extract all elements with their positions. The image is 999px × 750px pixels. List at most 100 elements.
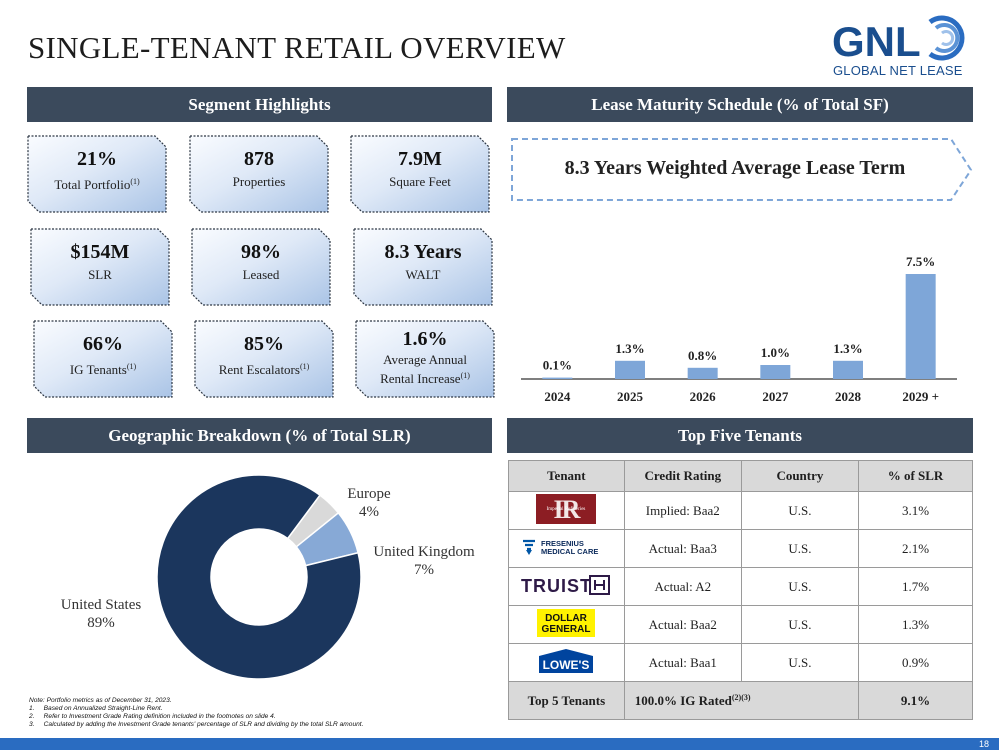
lowes-logo-text: LOWE'S bbox=[543, 658, 590, 672]
geo-label-uk-name: United Kingdom bbox=[373, 544, 475, 560]
footnote-line: 3. Calculated by adding the Investment G… bbox=[29, 721, 364, 728]
highlight-card: 85% Rent Escalators(1) bbox=[194, 320, 334, 398]
truist-logo: TRUIST bbox=[521, 574, 611, 596]
col-header-tenant: Tenant bbox=[508, 460, 625, 492]
tenant-logo-cell: IR Imperial Refineries bbox=[508, 491, 625, 530]
svg-text:DOLLAR: DOLLAR bbox=[546, 613, 588, 624]
imperial-refineries-logo-text: Imperial Refineries bbox=[547, 507, 586, 512]
highlight-value: 66% bbox=[83, 333, 123, 355]
geographic-breakdown-header: Geographic Breakdown (% of Total SLR) bbox=[27, 418, 492, 453]
imperial-refineries-logo: IR Imperial Refineries bbox=[536, 493, 597, 524]
top-tenants-table: Tenant Credit Rating Country % of SLR IR… bbox=[508, 460, 973, 720]
x-tick-label: 2029 + bbox=[902, 389, 939, 404]
highlight-card: 66% IG Tenants(1) bbox=[33, 320, 173, 398]
x-tick-label: 2026 bbox=[690, 389, 717, 404]
geo-label-us-name: United States bbox=[60, 597, 142, 613]
highlight-card: 21% Total Portfolio(1) bbox=[27, 135, 167, 213]
country-cell: U.S. bbox=[740, 529, 860, 568]
table-header-row: Tenant Credit Rating Country % of SLR bbox=[508, 460, 973, 492]
lowes-logo: LOWE'S bbox=[539, 648, 594, 673]
x-tick-label: 2025 bbox=[617, 389, 644, 404]
table-row: IR Imperial Refineries Implied: Baa2 U.S… bbox=[508, 491, 973, 530]
highlight-label: WALT bbox=[405, 267, 441, 282]
highlight-card: 878 Properties bbox=[189, 135, 329, 213]
slr-cell: 2.1% bbox=[858, 529, 973, 568]
geographic-donut-chart bbox=[156, 474, 362, 680]
country-cell: U.S. bbox=[740, 643, 860, 682]
bar-2024 bbox=[542, 377, 573, 379]
bar-2026 bbox=[687, 367, 718, 379]
slice-united-states bbox=[156, 474, 362, 680]
rating-cell: Actual: Baa3 bbox=[623, 529, 742, 568]
tenant-logo-cell: LOWE'S bbox=[508, 643, 625, 682]
col-header-slr: % of SLR bbox=[858, 460, 973, 492]
bar-2028 bbox=[833, 360, 863, 379]
bar-2029 bbox=[905, 274, 936, 379]
gnl-logo: GNL bbox=[832, 18, 921, 62]
highlight-label: IG Tenants(1) bbox=[69, 362, 137, 377]
highlight-card: 7.9M Square Feet bbox=[350, 135, 490, 213]
highlight-label: Average Annual Rental Increase(1) bbox=[380, 352, 470, 386]
highlight-value: 1.6% bbox=[402, 328, 448, 350]
total-rating-cell: 100.0% IG Rated(2)(3) bbox=[623, 681, 860, 720]
highlight-card: 1.6% Average Annual Rental Increase(1) bbox=[355, 320, 495, 398]
tenant-logo-cell: DOLLAR GENERAL bbox=[508, 605, 625, 644]
highlight-label: Rent Escalators(1) bbox=[218, 362, 310, 377]
bar-data-label: 0.8% bbox=[688, 348, 717, 363]
table-row: LOWE'S Actual: Baa1 U.S. 0.9% bbox=[508, 643, 973, 682]
svg-text:GENERAL: GENERAL bbox=[542, 624, 591, 635]
table-row: TRUIST Actual: A2 U.S. 1.7% bbox=[508, 567, 973, 606]
bar-data-label: 1.0% bbox=[761, 345, 790, 360]
top-five-tenants-header: Top Five Tenants bbox=[507, 418, 973, 453]
country-cell: U.S. bbox=[740, 605, 860, 644]
footnote-line: 1. Based on Annualized Straight-Line Ren… bbox=[29, 705, 163, 712]
svg-text:FRESENIUS: FRESENIUS bbox=[541, 539, 584, 548]
footnotes: Note: Portfolio metrics as of December 3… bbox=[29, 697, 363, 729]
dollar-general-logo: DOLLAR GENERAL bbox=[537, 608, 596, 637]
segment-highlights-header: Segment Highlights bbox=[27, 87, 492, 122]
highlight-value: 21% bbox=[77, 148, 117, 170]
geo-label-uk-value: 7% bbox=[414, 562, 434, 578]
highlight-value: 8.3 Years bbox=[384, 241, 462, 263]
geo-label-uk: United Kingdom 7% bbox=[365, 543, 483, 579]
col-header-credit-rating: Credit Rating bbox=[623, 460, 742, 492]
slr-cell: 3.1% bbox=[858, 491, 973, 530]
total-rating-footnote: (2)(3) bbox=[731, 692, 751, 702]
x-tick-label: 2027 bbox=[762, 389, 789, 404]
rating-cell: Actual: Baa1 bbox=[623, 643, 742, 682]
fresenius-logo: FRESENIUS MEDICAL CARE bbox=[523, 539, 599, 556]
country-cell: U.S. bbox=[740, 567, 860, 606]
bar-2025 bbox=[615, 360, 645, 379]
highlight-card: $154M SLR bbox=[30, 228, 170, 306]
bar-data-label: 0.1% bbox=[543, 358, 572, 373]
footnote-line: 2. Refer to Investment Grade Rating defi… bbox=[29, 713, 276, 720]
slr-cell: 0.9% bbox=[858, 643, 973, 682]
highlight-label: SLR bbox=[88, 267, 112, 282]
total-slr-cell: 9.1% bbox=[858, 681, 973, 720]
tenant-logo-cell: TRUIST bbox=[508, 567, 625, 606]
rating-cell: Actual: Baa2 bbox=[623, 605, 742, 644]
highlight-value: 98% bbox=[241, 241, 281, 263]
slr-cell: 1.3% bbox=[858, 605, 973, 644]
highlight-label: Total Portfolio(1) bbox=[54, 177, 140, 192]
lease-maturity-header: Lease Maturity Schedule (% of Total SF) bbox=[507, 87, 973, 122]
x-tick-label: 2028 bbox=[835, 389, 862, 404]
highlight-label: Square Feet bbox=[389, 174, 451, 189]
geo-label-europe: Europe 4% bbox=[339, 485, 399, 521]
logo-subtitle: GLOBAL NET LEASE bbox=[833, 63, 963, 78]
slr-cell: 1.7% bbox=[858, 567, 973, 606]
geo-label-europe-value: 4% bbox=[359, 504, 379, 520]
col-header-country: Country bbox=[740, 460, 860, 492]
highlight-value: 7.9M bbox=[398, 148, 442, 170]
walt-banner-text: 8.3 Years Weighted Average Lease Term bbox=[564, 157, 906, 179]
svg-text:MEDICAL CARE: MEDICAL CARE bbox=[541, 547, 598, 556]
bar-data-label: 1.3% bbox=[615, 341, 644, 356]
svg-text:IR: IR bbox=[554, 495, 581, 524]
tenant-logo-cell: FRESENIUS MEDICAL CARE bbox=[508, 529, 625, 568]
highlight-label: Leased bbox=[242, 267, 280, 282]
highlight-value: 85% bbox=[244, 333, 284, 355]
highlight-card: 98% Leased bbox=[191, 228, 331, 306]
geo-label-europe-name: Europe bbox=[347, 486, 391, 502]
total-rating-text: 100.0% IG Rated bbox=[634, 692, 732, 708]
bar-data-label: 7.5% bbox=[906, 254, 935, 269]
